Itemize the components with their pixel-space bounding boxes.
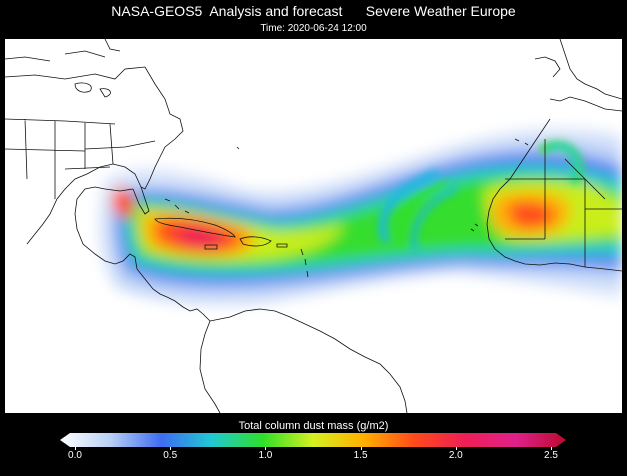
map-title: NASA-GEOS5 Analysis and forecast Severe … (111, 3, 516, 19)
colorbar-tick-label: 1.0 (258, 450, 273, 461)
dust-map (5, 39, 622, 413)
dust-plume (98, 127, 622, 306)
colorbar-tick-label: 2.0 (448, 450, 463, 461)
colorbar-tick-mark (75, 447, 76, 450)
colorbar-tick-mark (360, 447, 362, 450)
colorbar-tick-label: 0.5 (163, 450, 178, 461)
coastlines (5, 39, 622, 413)
colorbar-tick-label: 0.0 (68, 450, 82, 461)
colorbar-tick-label: 1.5 (353, 450, 368, 461)
colorbar-tick-mark (170, 447, 172, 450)
colorbar-label: Total column dust mass (g/m2) (238, 420, 389, 432)
colorbar (60, 433, 566, 447)
colorbar-gradient (60, 433, 566, 447)
forecast-time: Time: 2020-06-24 12:00 (260, 23, 367, 34)
colorbar-tick-mark (551, 447, 552, 450)
colorbar-tick-mark (265, 447, 267, 450)
colorbar-tick-mark (455, 447, 457, 450)
colorbar-tick-label: 2.5 (544, 450, 558, 461)
